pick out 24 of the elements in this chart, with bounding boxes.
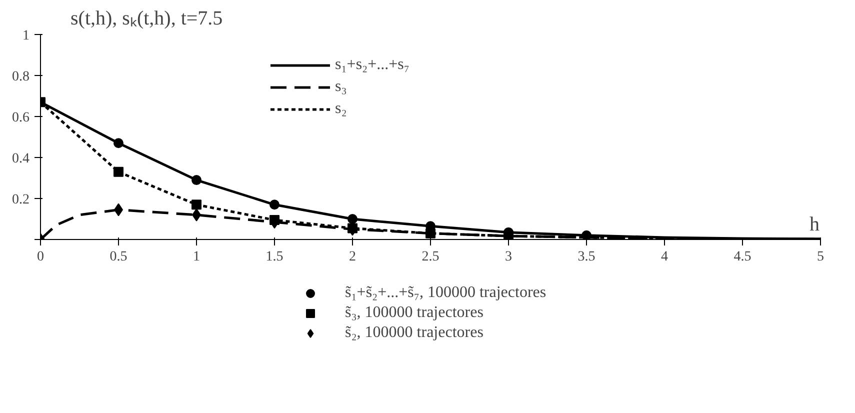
x-axis-title: h: [810, 214, 820, 236]
y-tick-label: 0.4: [12, 152, 30, 166]
x-tick-label: 1.5: [266, 250, 284, 264]
x-tick-label: 2.5: [422, 250, 440, 264]
y-tick-label: 1: [22, 28, 30, 44]
legend-label: s̃₁+s̃₂+...+s̃₇, 100000 trajectores: [345, 284, 546, 302]
x-tick-label: 1: [193, 250, 200, 264]
x-tick-label: 4: [661, 250, 668, 264]
x-tick-label: 2: [349, 250, 356, 264]
y-tick-label: 0.8: [12, 70, 30, 84]
x-tick-label: 3: [505, 250, 512, 264]
legend-label: s₃: [335, 78, 348, 96]
x-tick-label: 0.5: [110, 250, 128, 264]
legend-label: s̃₃, 100000 trajectores: [345, 304, 484, 322]
y-tick-label: 0.6: [12, 110, 30, 126]
x-tick-label: 4.5: [734, 250, 752, 264]
x-tick-label: 5: [817, 250, 824, 264]
x-tick-label: 3.5: [578, 250, 596, 264]
legend-label: s₁+s₂+...+s₇: [335, 56, 410, 74]
legend-label: s₂: [335, 100, 348, 118]
chart-title: s(t,h), sₖ(t,h), t=7.5: [70, 8, 223, 30]
y-tick-label: 0.2: [12, 192, 30, 208]
legend-label: s̃₂, 100000 trajectores: [345, 324, 484, 342]
x-tick-label: 0: [37, 250, 44, 264]
